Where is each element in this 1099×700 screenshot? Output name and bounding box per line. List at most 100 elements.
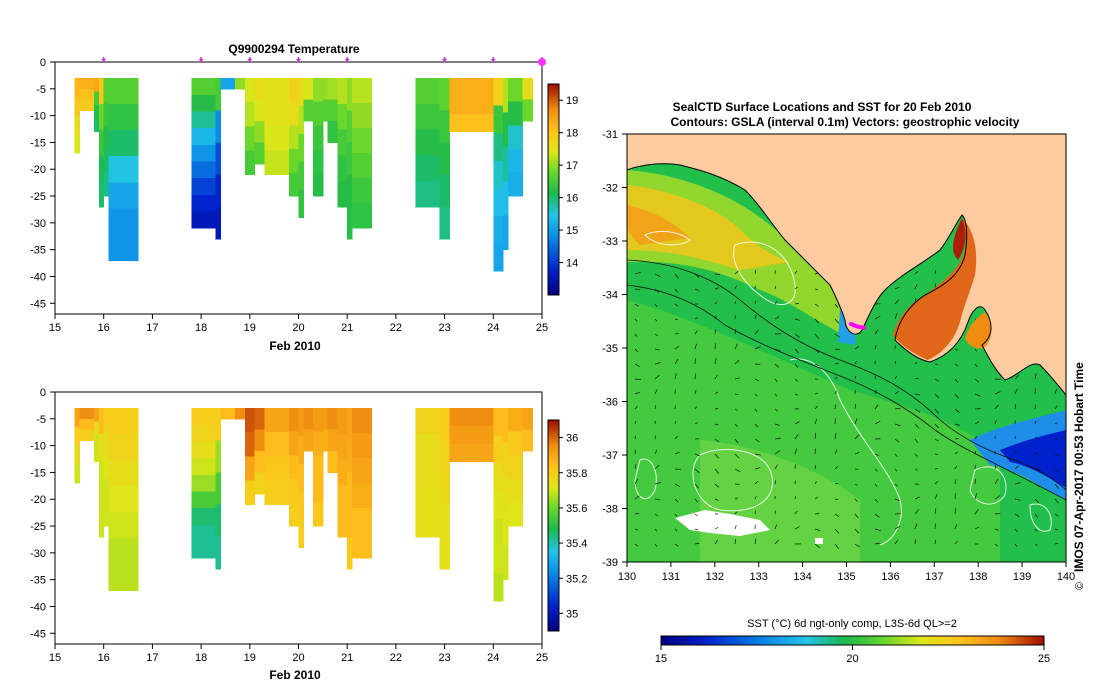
y-tick-label: -25 (30, 191, 46, 203)
y-tick-label: -5 (36, 414, 46, 426)
velocity-vector (974, 526, 980, 530)
lon-tick-label: 130 (618, 571, 636, 583)
velocity-vector (934, 408, 940, 414)
velocity-vector (674, 358, 679, 365)
velocity-vector (974, 450, 977, 455)
velocity-vector (674, 273, 679, 279)
lat-tick-label: -36 (602, 397, 618, 409)
velocity-vector (654, 374, 660, 380)
profile-14-cell-3 (298, 161, 304, 191)
colorbar-tick-label: 18 (566, 128, 578, 140)
profile-1-cell-0 (79, 408, 95, 420)
velocity-vector (934, 480, 939, 485)
profile-17-cell-1 (322, 99, 329, 122)
velocity-vector (954, 363, 958, 367)
velocity-vector (1014, 498, 1021, 501)
sst-map-panel: SealCTD Surface Locations and SST for 20… (602, 100, 1086, 665)
velocity-vector (914, 438, 919, 443)
velocity-vector (754, 496, 757, 500)
velocity-vector (714, 483, 719, 488)
profile-marker-head (296, 59, 301, 62)
velocity-vector (634, 271, 641, 275)
profile-23-cell-0 (439, 408, 450, 441)
profile-24-cell-1 (449, 95, 494, 115)
lat-tick-label: -34 (602, 290, 618, 302)
velocity-vector (854, 543, 860, 548)
velocity-vector (1034, 373, 1037, 380)
velocity-vector (674, 513, 678, 517)
colorbar-tick-label: 15 (566, 225, 578, 237)
profile-28-cell-1 (522, 429, 533, 452)
profile-13-cell-2 (288, 125, 299, 150)
profile-3-cell-2 (98, 129, 105, 156)
profile-6-cell-3 (191, 128, 217, 146)
profile-13-cell-3 (288, 478, 299, 503)
velocity-vector (854, 360, 857, 365)
profile-14-cell-3 (298, 491, 304, 521)
profile-10-cell-3 (244, 150, 256, 176)
velocity-vector (894, 525, 901, 530)
velocity-vector (654, 435, 656, 440)
profile-6-cell-2 (191, 441, 217, 459)
profile-17-cell-0 (322, 408, 329, 431)
profile-1-cell-0 (79, 78, 95, 90)
profile-22-cell-0 (415, 78, 441, 105)
velocity-vector (1014, 435, 1016, 440)
velocity-vector (1014, 404, 1017, 410)
velocity-vector (794, 433, 799, 440)
velocity-vector (934, 467, 939, 470)
velocity-vector (674, 543, 679, 547)
velocity-vector (774, 408, 778, 412)
velocity-vector (854, 528, 860, 534)
velocity-vector (774, 450, 780, 455)
profile-27-cell-3 (507, 478, 524, 503)
profile-0-cell-2 (74, 115, 80, 135)
velocity-vector (854, 483, 858, 486)
profile-18-cell-1 (327, 429, 338, 452)
profile-25-cell-2 (493, 463, 504, 492)
velocity-vector (714, 287, 719, 290)
velocity-vector (634, 528, 639, 531)
velocity-vector (1034, 513, 1039, 518)
profile-23-cell-3 (439, 174, 450, 208)
velocity-vector (674, 318, 678, 321)
profile-22-cell-1 (415, 433, 441, 461)
velocity-vector (814, 481, 817, 485)
profile-26-cell-3 (503, 181, 509, 216)
profile-16-cell-3 (313, 478, 324, 503)
velocity-vector (634, 495, 640, 500)
profile-7-cell-2 (215, 142, 222, 176)
velocity-vector (834, 528, 840, 534)
x-tick-label: 22 (390, 652, 402, 664)
y-tick-label: -20 (30, 164, 46, 176)
profile-7-cell-3 (215, 174, 222, 208)
profile-14-cell-0 (298, 78, 304, 107)
map-longitude-axis: 130 131 132 133 134 135 136 137 138 139 140 (618, 562, 1075, 583)
velocity-vector (814, 363, 819, 367)
velocity-vector (994, 543, 998, 547)
profile-14-cell-2 (298, 463, 304, 493)
profile-19-cell-0 (337, 78, 348, 105)
velocity-vector (654, 482, 661, 485)
profile-20-cell-3 (347, 174, 353, 208)
velocity-vector (694, 273, 700, 278)
profile-2-cell-1 (93, 91, 100, 106)
profile-27-cell-1 (507, 101, 524, 126)
profile-25-cell-5 (493, 215, 504, 245)
velocity-vector (814, 318, 819, 324)
profile-0-cell-1 (74, 96, 80, 117)
profile-6-cell-7 (191, 194, 217, 213)
velocity-vector (794, 448, 797, 455)
profile-12-cell-1 (264, 432, 290, 457)
velocity-vector (814, 464, 817, 470)
velocity-vector (834, 433, 837, 440)
velocity-vector (854, 418, 858, 425)
profile-2-cell-0 (93, 78, 100, 92)
current-profile-dot (538, 58, 546, 66)
velocity-vector (694, 453, 701, 457)
profile-6-cell-7 (191, 524, 217, 543)
profile-18-cell-1 (327, 99, 338, 122)
velocity-vector (774, 348, 781, 352)
profile-28-cell-0 (522, 78, 533, 101)
velocity-vector (1054, 528, 1059, 531)
